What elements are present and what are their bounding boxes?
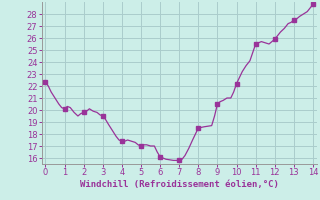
- X-axis label: Windchill (Refroidissement éolien,°C): Windchill (Refroidissement éolien,°C): [80, 180, 279, 189]
